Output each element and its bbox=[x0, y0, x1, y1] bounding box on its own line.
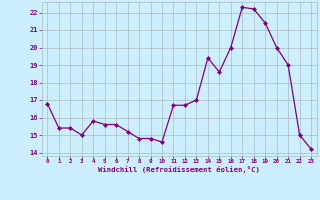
X-axis label: Windchill (Refroidissement éolien,°C): Windchill (Refroidissement éolien,°C) bbox=[98, 166, 260, 173]
